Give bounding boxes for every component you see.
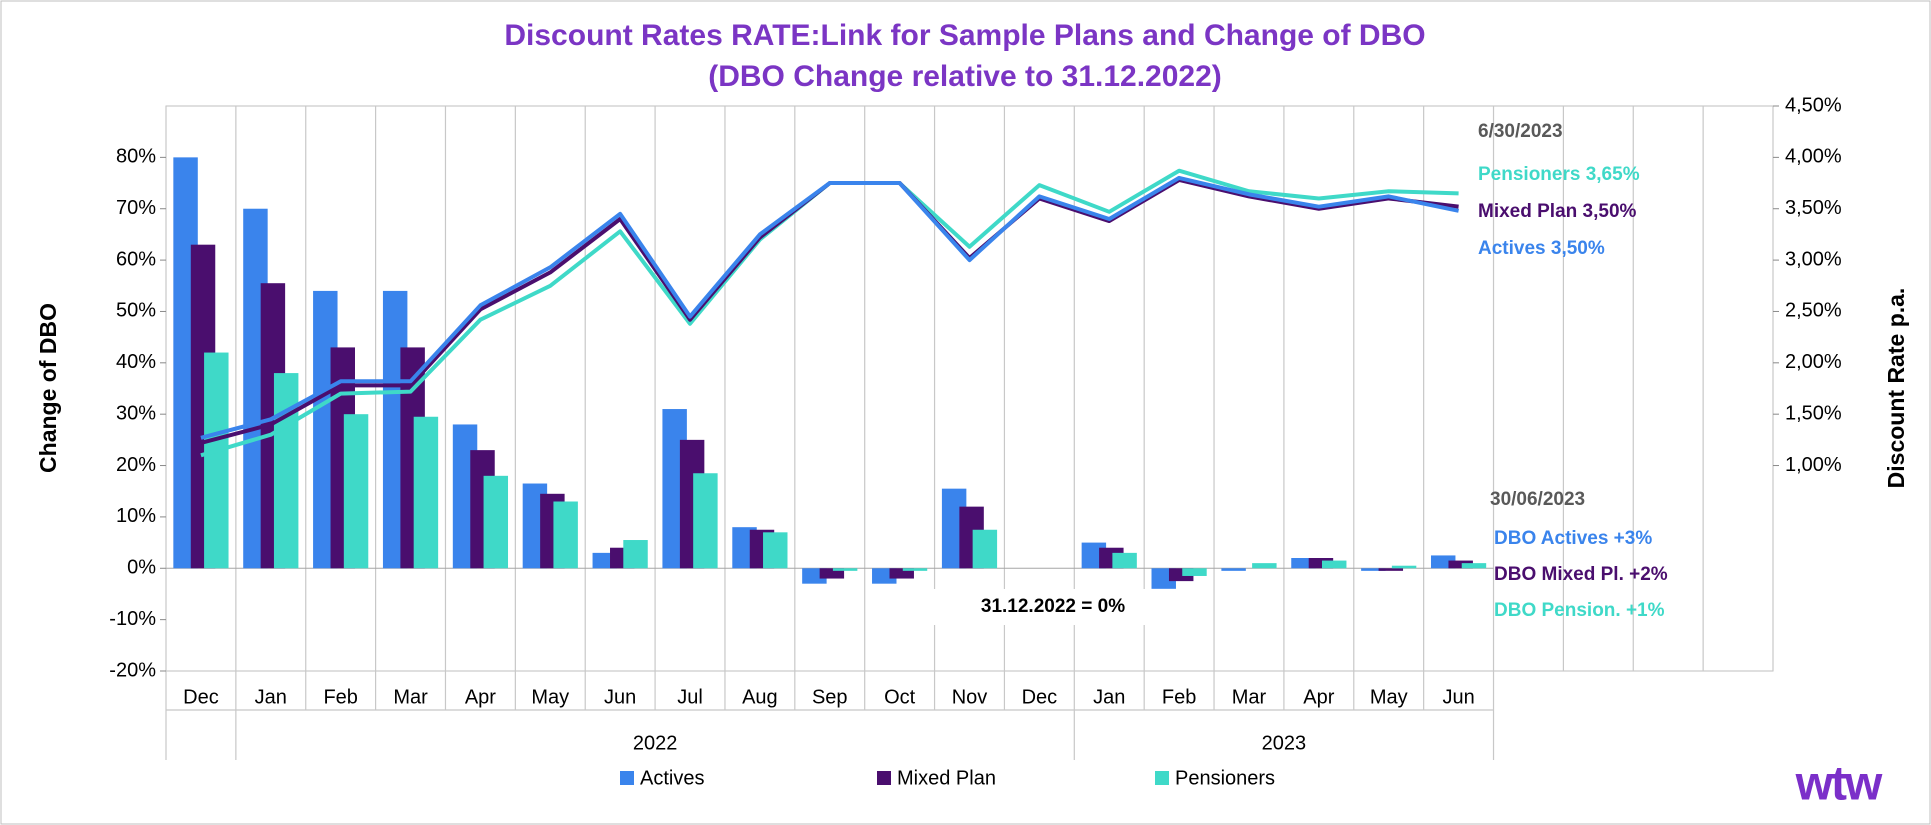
rate-line (200, 175, 1459, 440)
bar (343, 414, 369, 569)
bar (1361, 568, 1386, 571)
bar (1221, 568, 1246, 571)
bar (693, 473, 718, 569)
y-tick-label: 20% (116, 454, 156, 476)
bar (553, 501, 578, 569)
y-tick-label: -10% (109, 608, 156, 630)
annotation: 31.12.2022 = 0% (981, 596, 1125, 617)
x-tick-label: Jun (1442, 686, 1474, 708)
y-tick-label: 60% (116, 248, 156, 270)
y-tick-label: 10% (116, 505, 156, 527)
annotation-box (913, 589, 1193, 625)
y-tick-label: 80% (116, 146, 156, 168)
y-tick-label: 30% (116, 402, 156, 424)
y2-axis-title: Discount Rate p.a. (1883, 288, 1909, 489)
x-tick-label: Nov (952, 686, 988, 708)
bar (902, 568, 928, 571)
x-tick-label: Sep (812, 686, 848, 708)
bar (1391, 565, 1417, 569)
annotation: DBO Mixed Pl. +2% (1494, 564, 1668, 585)
annotation: Mixed Plan 3,50% (1478, 201, 1637, 222)
bar (972, 529, 998, 569)
x-tick-label: Apr (1303, 686, 1334, 708)
x-tick-label: Feb (1162, 686, 1196, 708)
bar (763, 532, 788, 569)
x-tick-label: Feb (323, 686, 357, 708)
chart-title: Discount Rates RATE:Link for Sample Plan… (504, 19, 1425, 52)
annotation: Pensioners 3,65% (1478, 164, 1640, 185)
annotation: 30/06/2023 (1490, 489, 1585, 510)
y2-tick-label: 2,00% (1785, 351, 1842, 373)
annotation: DBO Pension. +1% (1494, 600, 1665, 621)
y2-tick-label: 4,00% (1785, 146, 1842, 168)
group-label: 2023 (1262, 732, 1307, 754)
bar (1252, 563, 1277, 569)
bar (1448, 560, 1473, 569)
x-tick-label: Aug (742, 686, 778, 708)
annotation: DBO Actives +3% (1494, 528, 1652, 549)
bar (1112, 552, 1137, 569)
bar (413, 416, 439, 569)
y-axis-title: Change of DBO (35, 303, 61, 473)
x-tick-label: May (531, 686, 569, 708)
x-tick-label: Dec (1022, 686, 1058, 708)
y2-tick-label: 1,00% (1785, 454, 1842, 476)
y-tick-label: 50% (116, 300, 156, 322)
x-tick-label: Jan (255, 686, 287, 708)
y2-tick-label: 1,50% (1785, 402, 1842, 424)
x-tick-label: Oct (884, 686, 916, 708)
x-tick-label: Apr (465, 686, 496, 708)
logo: wtw (1795, 758, 1883, 811)
group-label: 2022 (633, 732, 678, 754)
bar (1321, 560, 1347, 569)
bar (819, 568, 845, 579)
y2-tick-label: 4,50% (1785, 94, 1842, 116)
y-tick-label: -20% (109, 659, 156, 681)
y2-tick-label: 3,50% (1785, 197, 1842, 219)
bar (1378, 568, 1404, 571)
bar (1182, 568, 1207, 576)
annotation: 6/30/2023 (1478, 121, 1563, 142)
bar (483, 475, 509, 569)
bar (1291, 558, 1316, 569)
legend-swatch (620, 771, 634, 785)
chart-subtitle: (DBO Change relative to 31.12.2022) (708, 60, 1222, 93)
y2-tick-label: 3,00% (1785, 248, 1842, 270)
legend-swatch (877, 771, 891, 785)
x-tick-label: May (1370, 686, 1408, 708)
y-tick-label: 70% (116, 197, 156, 219)
annotation: Actives 3,50% (1478, 238, 1605, 259)
legend-swatch (1155, 771, 1169, 785)
bar (889, 568, 914, 579)
y-tick-label: 0% (127, 557, 156, 579)
x-tick-label: Mar (1232, 686, 1267, 708)
bar (1461, 563, 1487, 569)
bar (273, 373, 299, 569)
x-tick-label: Jun (604, 686, 636, 708)
legend-label: Mixed Plan (897, 767, 996, 789)
legend-label: Actives (640, 767, 704, 789)
bar (1308, 558, 1334, 569)
x-tick-label: Jul (677, 686, 703, 708)
legend-label: Pensioners (1175, 767, 1275, 789)
bar (204, 352, 229, 569)
y2-tick-label: 2,50% (1785, 300, 1842, 322)
y-tick-label: 40% (116, 351, 156, 373)
bar (832, 568, 858, 571)
bar (623, 540, 648, 569)
x-tick-label: Jan (1093, 686, 1125, 708)
x-tick-label: Dec (183, 686, 219, 708)
x-tick-label: Mar (393, 686, 428, 708)
